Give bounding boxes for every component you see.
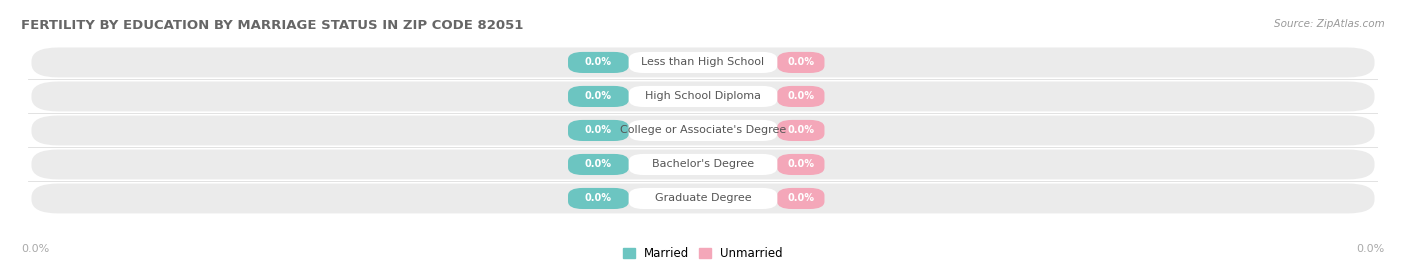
FancyBboxPatch shape	[778, 188, 824, 209]
Text: 0.0%: 0.0%	[585, 125, 612, 136]
Text: Less than High School: Less than High School	[641, 58, 765, 68]
Text: 0.0%: 0.0%	[787, 58, 814, 68]
Text: 0.0%: 0.0%	[787, 125, 814, 136]
FancyBboxPatch shape	[568, 154, 628, 175]
Text: High School Diploma: High School Diploma	[645, 91, 761, 101]
Text: FERTILITY BY EDUCATION BY MARRIAGE STATUS IN ZIP CODE 82051: FERTILITY BY EDUCATION BY MARRIAGE STATU…	[21, 19, 523, 32]
FancyBboxPatch shape	[568, 86, 628, 107]
Text: 0.0%: 0.0%	[1357, 244, 1385, 254]
FancyBboxPatch shape	[628, 188, 778, 209]
FancyBboxPatch shape	[568, 188, 628, 209]
Text: 0.0%: 0.0%	[585, 160, 612, 169]
FancyBboxPatch shape	[778, 86, 824, 107]
FancyBboxPatch shape	[31, 115, 1375, 146]
FancyBboxPatch shape	[568, 52, 628, 73]
FancyBboxPatch shape	[568, 120, 628, 141]
Text: Graduate Degree: Graduate Degree	[655, 193, 751, 203]
FancyBboxPatch shape	[628, 154, 778, 175]
FancyBboxPatch shape	[628, 52, 778, 73]
Text: 0.0%: 0.0%	[787, 160, 814, 169]
Text: 0.0%: 0.0%	[21, 244, 49, 254]
Text: 0.0%: 0.0%	[585, 193, 612, 203]
FancyBboxPatch shape	[31, 150, 1375, 179]
FancyBboxPatch shape	[778, 120, 824, 141]
FancyBboxPatch shape	[778, 154, 824, 175]
Legend: Married, Unmarried: Married, Unmarried	[619, 243, 787, 265]
Text: College or Associate's Degree: College or Associate's Degree	[620, 125, 786, 136]
FancyBboxPatch shape	[628, 86, 778, 107]
FancyBboxPatch shape	[31, 48, 1375, 77]
FancyBboxPatch shape	[31, 183, 1375, 213]
Text: 0.0%: 0.0%	[787, 193, 814, 203]
FancyBboxPatch shape	[31, 82, 1375, 111]
Text: 0.0%: 0.0%	[585, 58, 612, 68]
Text: Bachelor's Degree: Bachelor's Degree	[652, 160, 754, 169]
FancyBboxPatch shape	[778, 52, 824, 73]
Text: Source: ZipAtlas.com: Source: ZipAtlas.com	[1274, 19, 1385, 29]
Text: 0.0%: 0.0%	[787, 91, 814, 101]
FancyBboxPatch shape	[628, 120, 778, 141]
Text: 0.0%: 0.0%	[585, 91, 612, 101]
